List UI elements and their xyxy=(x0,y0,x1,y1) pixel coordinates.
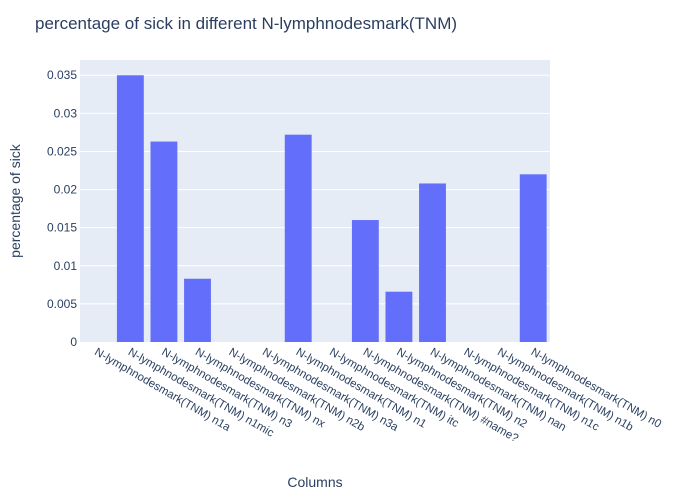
y-tick-label: 0.03 xyxy=(54,106,78,120)
y-axis-ticks: 0 0.005 0.01 0.015 0.02 0.025 0.03 0.035 xyxy=(47,68,77,349)
bars xyxy=(116,75,547,343)
bar xyxy=(284,134,312,342)
y-axis-title: percentage of sick xyxy=(7,143,23,258)
x-axis-title: Columns xyxy=(287,474,342,490)
y-tick-label: 0 xyxy=(70,335,77,349)
y-tick-label: 0.01 xyxy=(54,259,78,273)
y-tick-label: 0.015 xyxy=(47,221,77,235)
chart-title: percentage of sick in different N-lymphn… xyxy=(35,14,457,33)
y-tick-label: 0.005 xyxy=(47,297,77,311)
bar xyxy=(351,220,379,342)
bar xyxy=(419,183,446,342)
y-tick-label: 0.035 xyxy=(47,68,77,82)
bar xyxy=(116,75,144,343)
bar xyxy=(150,141,178,342)
y-tick-label: 0.025 xyxy=(47,144,77,158)
bar xyxy=(519,174,547,342)
y-tick-label: 0.02 xyxy=(54,183,78,197)
bar xyxy=(184,278,211,342)
x-axis-ticks: N-lymphnodesmark(TNM) n1aN-lymphnodesmar… xyxy=(92,346,663,445)
bar xyxy=(385,291,413,342)
